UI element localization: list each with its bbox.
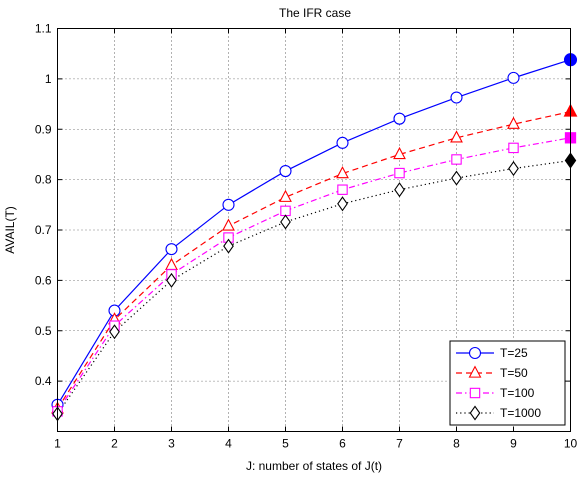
x-tick-label: 9	[510, 437, 517, 451]
data-point-t-25	[336, 136, 349, 149]
legend-label: T=1000	[500, 406, 541, 420]
data-point-t-50	[336, 166, 349, 179]
data-point-t-1000	[508, 160, 519, 177]
series-line-t-100	[57, 137, 571, 412]
data-point-t-25	[222, 198, 235, 211]
chart-title: The IFR case	[279, 6, 351, 20]
data-point-t-50	[507, 116, 520, 129]
y-tick-label: 0.7	[35, 223, 52, 237]
x-tick-label: 10	[564, 437, 578, 451]
x-axis-label: J: number of states of J(t)	[246, 459, 382, 473]
data-point-t-1000	[109, 324, 120, 340]
data-point-t-100	[451, 154, 462, 165]
legend-marker	[468, 346, 482, 360]
y-tick-label: 0.6	[35, 273, 52, 287]
data-point-t-50	[450, 130, 463, 143]
grid-lines	[57, 28, 571, 432]
data-point-t-25	[393, 112, 406, 125]
data-point-t-1000	[223, 238, 234, 254]
y-tick-label: 0.8	[35, 173, 52, 187]
x-tick-label: 2	[111, 437, 118, 451]
x-tick-label: 8	[453, 437, 460, 451]
x-tick-label: 1	[54, 437, 61, 451]
data-point-t-100	[337, 184, 348, 195]
data-point-t-1000	[394, 182, 405, 198]
x-tick-label: 7	[396, 437, 403, 451]
data-point-t-50	[393, 146, 406, 160]
data-point-t-1000	[337, 196, 348, 212]
x-tick-label: 5	[282, 437, 289, 451]
legend: T=25 T=50 T=100 T=1000	[449, 340, 566, 426]
x-tick-label: 3	[168, 437, 175, 451]
data-point-t-25	[165, 243, 178, 256]
data-point-t-1000	[280, 214, 291, 230]
data-point-t-100	[508, 142, 519, 154]
x-tick-label: 6	[339, 437, 346, 451]
data-point-t-25	[450, 91, 463, 104]
data-point-t-1000	[451, 170, 462, 186]
legend-label: T=25	[500, 346, 528, 360]
series-line-t-50	[56, 111, 571, 410]
x-tick-label: 4	[225, 437, 232, 451]
legend-marker	[469, 405, 481, 421]
legend-marker	[469, 387, 481, 399]
axis-ticks: 1 2 3 4 5 6 7 8 9 10 0.4 0.5 0.6 0.7 0.8 0.9 1 1.1	[35, 22, 578, 451]
y-tick-label: 0.9	[35, 122, 52, 136]
y-tick-label: 1.1	[35, 22, 52, 36]
y-tick-label: 0.5	[35, 324, 52, 338]
legend-box	[449, 340, 566, 426]
data-point-t-1000	[166, 272, 177, 288]
data-point-t-100	[394, 167, 405, 179]
data-point-t-50	[279, 189, 292, 202]
data-point-t-25	[507, 71, 520, 84]
series-line-t-25	[56, 59, 571, 406]
legend-marker	[468, 365, 482, 378]
y-tick-label: 0.4	[35, 374, 52, 388]
data-point-t-50	[222, 218, 235, 231]
series-lines	[56, 59, 571, 415]
data-point-t-100	[280, 205, 291, 217]
legend-label: T=100	[500, 386, 535, 400]
y-axis-label: AVAIL(T)	[3, 206, 17, 254]
legend-label: T=50	[500, 366, 528, 380]
y-tick-label: 1	[45, 72, 52, 86]
data-point-t-25	[279, 165, 292, 178]
